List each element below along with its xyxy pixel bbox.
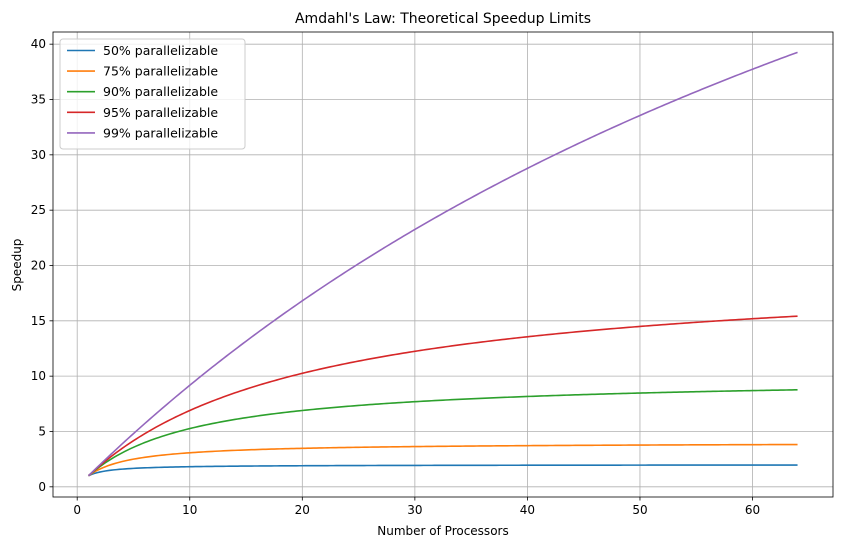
series-line-90 [87,389,798,477]
series-line-99 [87,51,798,477]
legend-box [59,38,246,150]
series-line-75 [87,443,798,477]
plot-frame [52,31,834,498]
y-tick-label: 25 [31,203,46,217]
x-tick-label: 60 [745,503,760,517]
y-axis-ticks: 0 5 10 15 20 25 30 35 40 [31,37,53,494]
x-axis-ticks: 0 10 20 30 40 50 60 [73,497,760,517]
series-lines [87,51,798,477]
y-tick-label: 40 [31,37,46,51]
y-tick-label: 15 [31,314,46,328]
y-tick-label: 30 [31,148,46,162]
legend-label: 99% parallelizable [103,125,218,140]
y-axis-label: Speedup [10,239,24,292]
legend-label: 90% parallelizable [103,84,218,99]
y-tick-label: 0 [38,480,46,494]
y-tick-label: 5 [38,424,46,438]
x-tick-label: 20 [295,503,310,517]
grid [53,32,833,497]
y-tick-label: 20 [31,258,46,272]
x-tick-label: 30 [407,503,422,517]
legend-label: 95% parallelizable [103,105,218,120]
x-tick-label: 0 [73,503,81,517]
x-tick-label: 40 [520,503,535,517]
chart-title: Amdahl's Law: Theoretical Speedup Limits [295,11,591,27]
y-tick-label: 10 [31,369,46,383]
series-line-95 [87,315,798,477]
x-tick-label: 10 [182,503,197,517]
legend-label: 50% parallelizable [103,43,218,58]
y-tick-label: 35 [31,93,46,107]
x-axis-label: Number of Processors [377,524,508,538]
legend-label: 75% parallelizable [103,64,218,79]
legend: 50% parallelizable 75% parallelizable 90% … [59,38,246,150]
series-line-50 [88,464,798,477]
x-tick-label: 50 [632,503,647,517]
